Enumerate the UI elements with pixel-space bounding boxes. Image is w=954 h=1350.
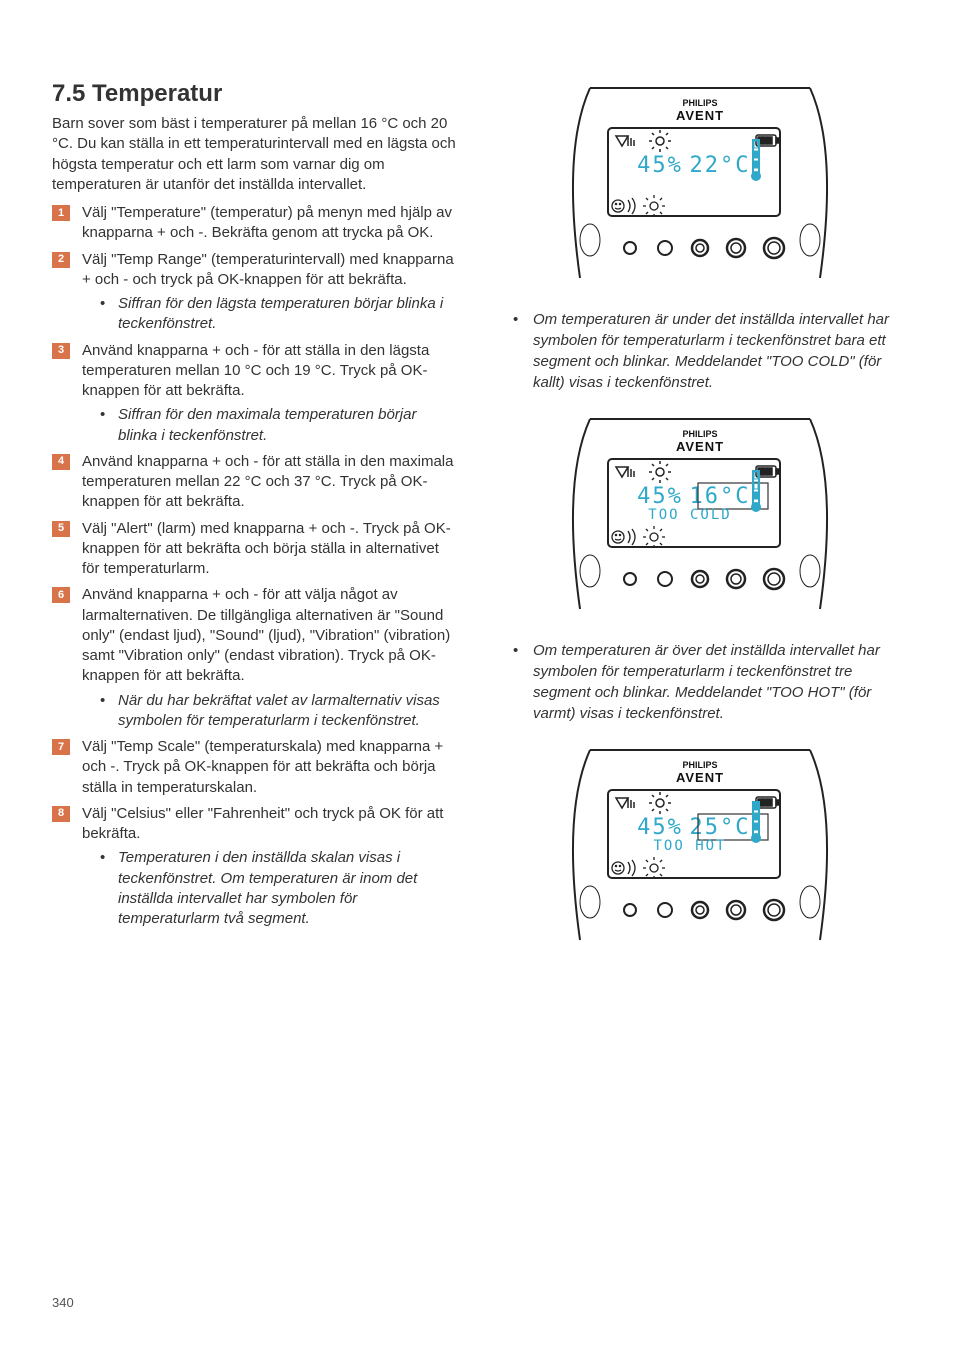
step-item: 6 Använd knapparna + och - för att välja … [52,585,457,731]
step-number-badge: 3 [52,343,70,359]
step-item: 3 Använd knapparna + och - för att ställa… [52,341,457,446]
svg-text:TOO COLD: TOO COLD [648,507,731,523]
step-text: Välj "Temp Range" (temperaturintervall) … [82,251,454,288]
device-figure-hot: PHILIPS AVENT 45% 25°C TOO HOT [560,742,840,957]
step-item: 2 Välj "Temp Range" (temperaturintervall)… [52,250,457,335]
step-text: Välj "Celsius" eller "Fahrenheit" och tr… [82,805,443,842]
step-item: 8 Välj "Celsius" eller "Fahrenheit" och t… [52,804,457,930]
step-sub-list: När du har bekräftat valet av larmaltern… [82,691,457,732]
step-item: 4 Använd knapparna + och - för att ställa… [52,452,457,513]
step-sub-item: Siffran för den maximala temperaturen bö… [82,405,457,446]
svg-text:25°C: 25°C [689,815,750,840]
step-sub-list: Temperaturen i den inställda skalan visa… [82,848,457,929]
bullet-text: Om temperaturen är över det inställda in… [505,640,902,724]
device-figure-cold: PHILIPS AVENT 45% 16°C TOO COLD [560,411,840,626]
svg-text:45%: 45% [637,153,683,178]
svg-text:22°C: 22°C [689,153,750,178]
svg-text:45%: 45% [637,484,683,509]
right-bullet-hot: Om temperaturen är över det inställda in… [505,640,902,724]
step-sub-list: Siffran för den lägsta temperaturen börj… [82,294,457,335]
svg-text:AVENT: AVENT [675,439,723,454]
step-number-badge: 2 [52,252,70,268]
step-item: 1 Välj "Temperature" (temperatur) på meny… [52,203,457,244]
page-number: 340 [52,1295,74,1310]
device-figure-normal: PHILIPS AVENT 45% 22°C [560,80,840,295]
intro-paragraph: Barn sover som bäst i temperaturer på me… [52,114,457,195]
step-number-badge: 5 [52,521,70,537]
svg-text:AVENT: AVENT [675,108,723,123]
step-text: Använd knapparna + och - för att ställa … [82,453,453,511]
svg-text:16°C: 16°C [689,484,750,509]
bullet-text: Om temperaturen är under det inställda i… [505,309,902,393]
step-text: Välj "Temperature" (temperatur) på menyn… [82,204,452,241]
svg-text:AVENT: AVENT [675,770,723,785]
step-text: Välj "Temp Scale" (temperaturskala) med … [82,738,443,796]
right-column: PHILIPS AVENT 45% 22°C [497,80,902,967]
step-number-badge: 7 [52,739,70,755]
svg-text:45%: 45% [637,815,683,840]
step-text: Använd knapparna + och - för att välja n… [82,586,450,684]
step-number-badge: 4 [52,454,70,470]
svg-text:PHILIPS: PHILIPS [682,760,717,770]
svg-text:PHILIPS: PHILIPS [682,98,717,108]
svg-text:PHILIPS: PHILIPS [682,429,717,439]
step-text: Använd knapparna + och - för att ställa … [82,342,429,400]
right-bullet-cold: Om temperaturen är under det inställda i… [505,309,902,393]
step-item: 5 Välj "Alert" (larm) med knapparna + och… [52,519,457,580]
step-sub-item: Siffran för den lägsta temperaturen börj… [82,294,457,335]
step-item: 7 Välj "Temp Scale" (temperaturskala) med… [52,737,457,798]
left-column: 7.5 Temperatur Barn sover som bäst i tem… [52,80,457,967]
step-number-badge: 1 [52,205,70,221]
steps-list: 1 Välj "Temperature" (temperatur) på meny… [52,203,457,929]
step-sub-list: Siffran för den maximala temperaturen bö… [82,405,457,446]
step-number-badge: 8 [52,806,70,822]
section-heading: 7.5 Temperatur [52,80,457,108]
step-number-badge: 6 [52,587,70,603]
step-text: Välj "Alert" (larm) med knapparna + och … [82,520,451,578]
step-sub-item: När du har bekräftat valet av larmaltern… [82,691,457,732]
step-sub-item: Temperaturen i den inställda skalan visa… [82,848,457,929]
svg-text:TOO HOT: TOO HOT [653,838,726,854]
